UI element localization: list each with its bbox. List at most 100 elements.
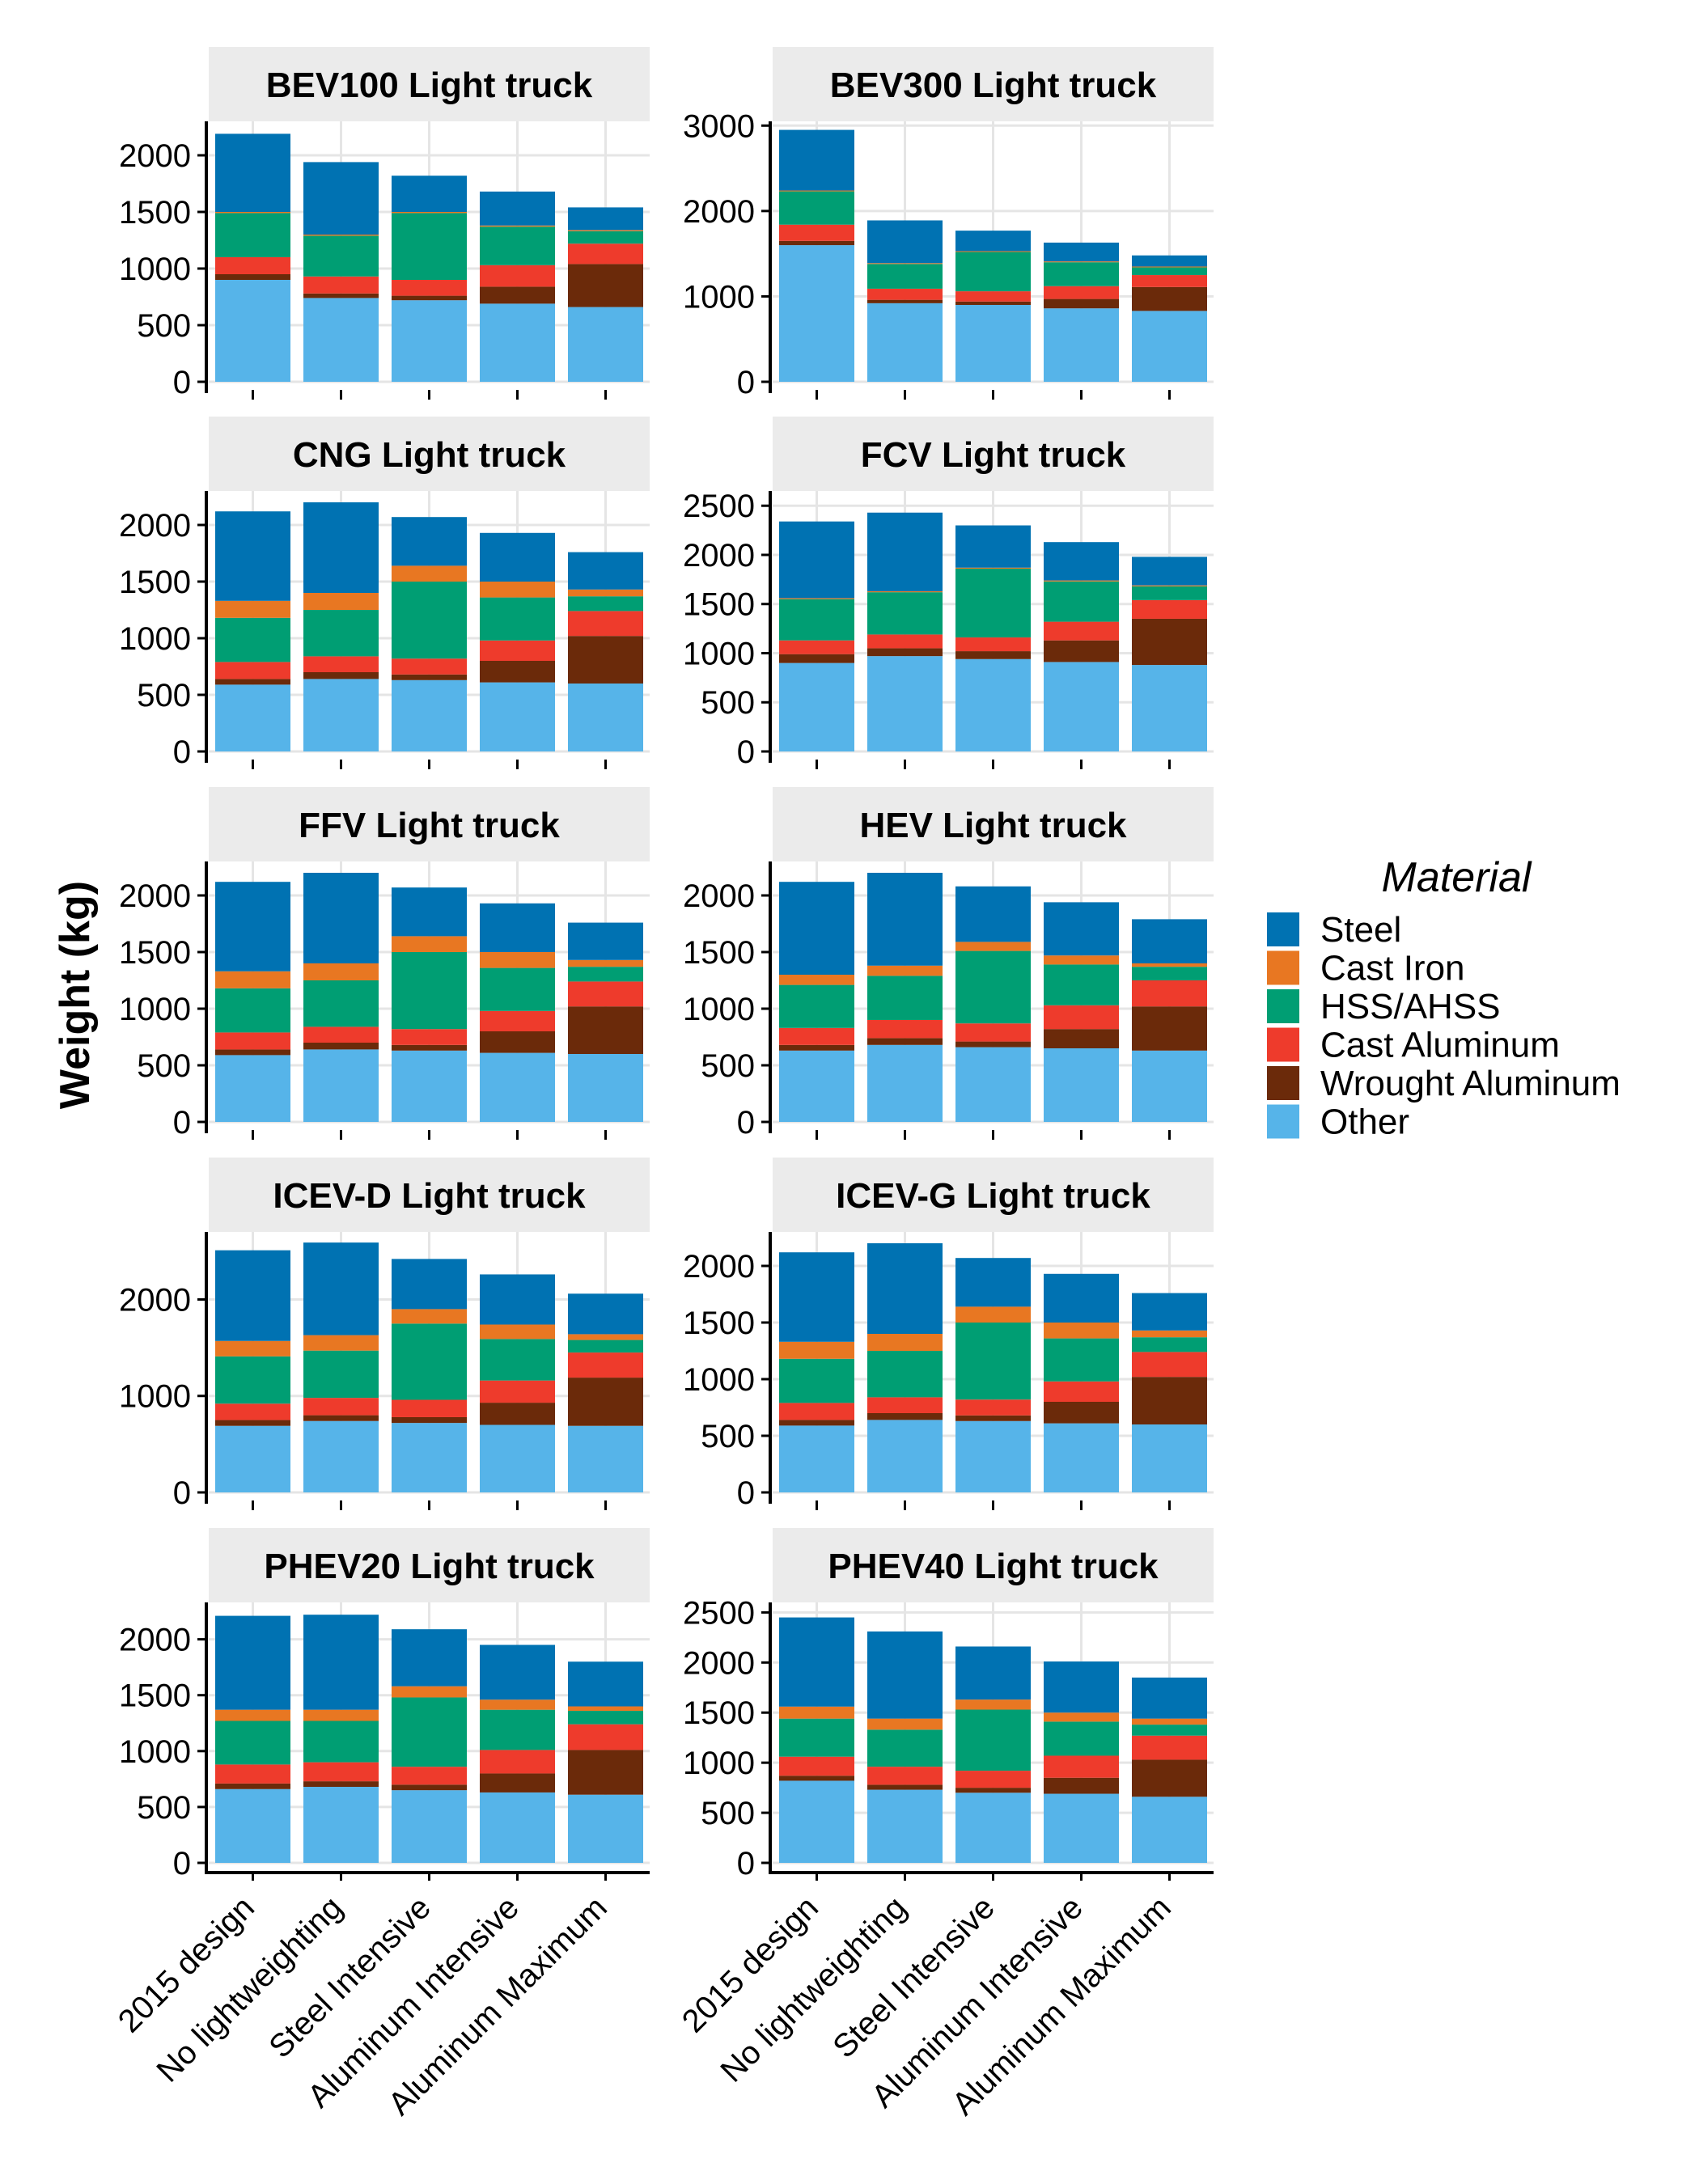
bar-cast-iron-steel-intensive — [392, 1686, 467, 1698]
legend-key-hss-ahss — [1267, 989, 1299, 1023]
bars — [215, 502, 643, 751]
bar-other-steel-intensive — [955, 1420, 1031, 1492]
y-tick-label: 500 — [137, 678, 191, 713]
bar-cast-iron-2015-design — [779, 1341, 854, 1359]
bar-wrought-aluminum-2015-design — [779, 240, 854, 246]
bar-other-aluminum-intensive — [480, 303, 555, 382]
bar-hss-ahss-2015-design — [779, 599, 854, 641]
bar-other-no-lightweighting — [867, 1044, 943, 1122]
bar-hss-ahss-aluminum-maximum — [1132, 1337, 1207, 1352]
bar-wrought-aluminum-aluminum-intensive — [1044, 1777, 1119, 1794]
panel-cng-light-truck: CNG Light truck 0 500 1000 1500 2000 — [119, 417, 650, 770]
y-tick-label: 2000 — [683, 878, 755, 914]
bar-cast-aluminum-aluminum-maximum — [1132, 1735, 1207, 1760]
bars — [215, 1242, 643, 1492]
bar-other-steel-intensive — [392, 1790, 467, 1863]
bar-cast-aluminum-aluminum-intensive — [480, 640, 555, 661]
bar-other-aluminum-intensive — [480, 682, 555, 751]
bar-hss-ahss-steel-intensive — [955, 1323, 1031, 1400]
y-tick-label: 1000 — [119, 1379, 191, 1415]
legend-key-wrought-aluminum — [1267, 1066, 1299, 1100]
legend-key-cast-iron — [1267, 950, 1299, 985]
bar-other-steel-intensive — [955, 1792, 1031, 1863]
panel-strip — [209, 787, 650, 861]
bar-cast-iron-2015-design — [215, 600, 290, 618]
bar-hss-ahss-aluminum-maximum — [568, 967, 643, 982]
panel-title: HEV Light truck — [859, 806, 1127, 845]
y-tick-label: 0 — [737, 365, 755, 400]
bar-wrought-aluminum-2015-design — [215, 1049, 290, 1056]
bar-cast-aluminum-steel-intensive — [392, 658, 467, 675]
bar-steel-steel-intensive — [955, 1646, 1031, 1700]
bar-wrought-aluminum-aluminum-intensive — [480, 1031, 555, 1053]
bar-cast-aluminum-aluminum-maximum — [568, 1724, 643, 1750]
bar-cast-aluminum-no-lightweighting — [867, 1397, 943, 1413]
bar-steel-aluminum-maximum — [568, 207, 643, 231]
legend-label-other: Other — [1320, 1103, 1409, 1142]
bar-other-no-lightweighting — [867, 1420, 943, 1492]
bar-hss-ahss-steel-intensive — [955, 568, 1031, 638]
bar-wrought-aluminum-no-lightweighting — [867, 1038, 943, 1045]
y-tick-label: 1000 — [119, 992, 191, 1027]
bar-cast-aluminum-aluminum-maximum — [1132, 1352, 1207, 1378]
bar-steel-aluminum-maximum — [1132, 255, 1207, 267]
panel-strip — [773, 47, 1214, 121]
bar-wrought-aluminum-aluminum-intensive — [480, 286, 555, 304]
bar-other-2015-design — [215, 1425, 290, 1492]
y-tick-label: 2000 — [119, 1282, 191, 1318]
panel-title: PHEV40 Light truck — [828, 1547, 1159, 1586]
bar-other-aluminum-maximum — [568, 307, 643, 382]
y-tick-label: 3000 — [683, 108, 755, 144]
y-tick-label: 1500 — [683, 935, 755, 971]
bar-cast-iron-aluminum-intensive — [1044, 580, 1119, 582]
bar-other-aluminum-maximum — [1132, 1050, 1207, 1122]
bar-other-aluminum-maximum — [1132, 665, 1207, 751]
bar-cast-aluminum-aluminum-intensive — [1044, 1755, 1119, 1778]
bar-steel-steel-intensive — [392, 887, 467, 937]
bar-wrought-aluminum-aluminum-maximum — [568, 1006, 643, 1054]
x-tick-label-steel-intensive: Steel Intensive — [262, 1890, 438, 2065]
bar-cast-iron-steel-intensive — [392, 1309, 467, 1324]
bar-hss-ahss-aluminum-maximum — [568, 1711, 643, 1725]
bar-wrought-aluminum-steel-intensive — [392, 295, 467, 301]
bar-hss-ahss-2015-design — [215, 1721, 290, 1765]
y-tick-label: 2000 — [119, 1623, 191, 1658]
y-tick-label: 1000 — [119, 252, 191, 287]
bar-steel-steel-intensive — [392, 176, 467, 212]
bar-cast-aluminum-steel-intensive — [955, 637, 1031, 652]
bar-steel-aluminum-intensive — [1044, 242, 1119, 262]
bar-cast-iron-aluminum-maximum — [568, 959, 643, 967]
bar-wrought-aluminum-aluminum-maximum — [568, 636, 643, 684]
bar-hss-ahss-steel-intensive — [392, 213, 467, 280]
bar-steel-2015-design — [215, 511, 290, 601]
bar-wrought-aluminum-aluminum-maximum — [568, 1750, 643, 1795]
bar-wrought-aluminum-no-lightweighting — [303, 293, 379, 298]
bar-wrought-aluminum-no-lightweighting — [303, 1043, 379, 1050]
bar-steel-no-lightweighting — [867, 873, 943, 966]
y-tick-label: 1500 — [683, 1306, 755, 1341]
bar-cast-aluminum-2015-design — [215, 257, 290, 274]
bar-wrought-aluminum-2015-design — [779, 1420, 854, 1426]
bar-other-no-lightweighting — [867, 1789, 943, 1863]
bar-other-2015-design — [215, 1055, 290, 1122]
bar-other-aluminum-intensive — [1044, 308, 1119, 382]
bar-cast-iron-steel-intensive — [392, 212, 467, 214]
bar-steel-no-lightweighting — [867, 512, 943, 591]
legend-key-steel — [1267, 912, 1299, 946]
bar-hss-ahss-aluminum-maximum — [568, 1340, 643, 1353]
bar-cast-aluminum-aluminum-intensive — [1044, 286, 1119, 299]
bar-cast-iron-no-lightweighting — [867, 590, 943, 593]
bar-other-2015-design — [215, 1788, 290, 1863]
bar-cast-iron-aluminum-intensive — [1044, 955, 1119, 965]
bar-wrought-aluminum-2015-design — [779, 654, 854, 663]
bar-other-no-lightweighting — [867, 656, 943, 751]
bar-wrought-aluminum-steel-intensive — [955, 651, 1031, 659]
panel-strip — [209, 47, 650, 121]
bar-hss-ahss-no-lightweighting — [867, 1351, 943, 1398]
bar-wrought-aluminum-aluminum-intensive — [1044, 1029, 1119, 1048]
bar-hss-ahss-no-lightweighting — [867, 592, 943, 635]
bar-cast-iron-aluminum-maximum — [568, 589, 643, 597]
bar-wrought-aluminum-no-lightweighting — [303, 1415, 379, 1421]
bar-other-aluminum-maximum — [1132, 311, 1207, 382]
